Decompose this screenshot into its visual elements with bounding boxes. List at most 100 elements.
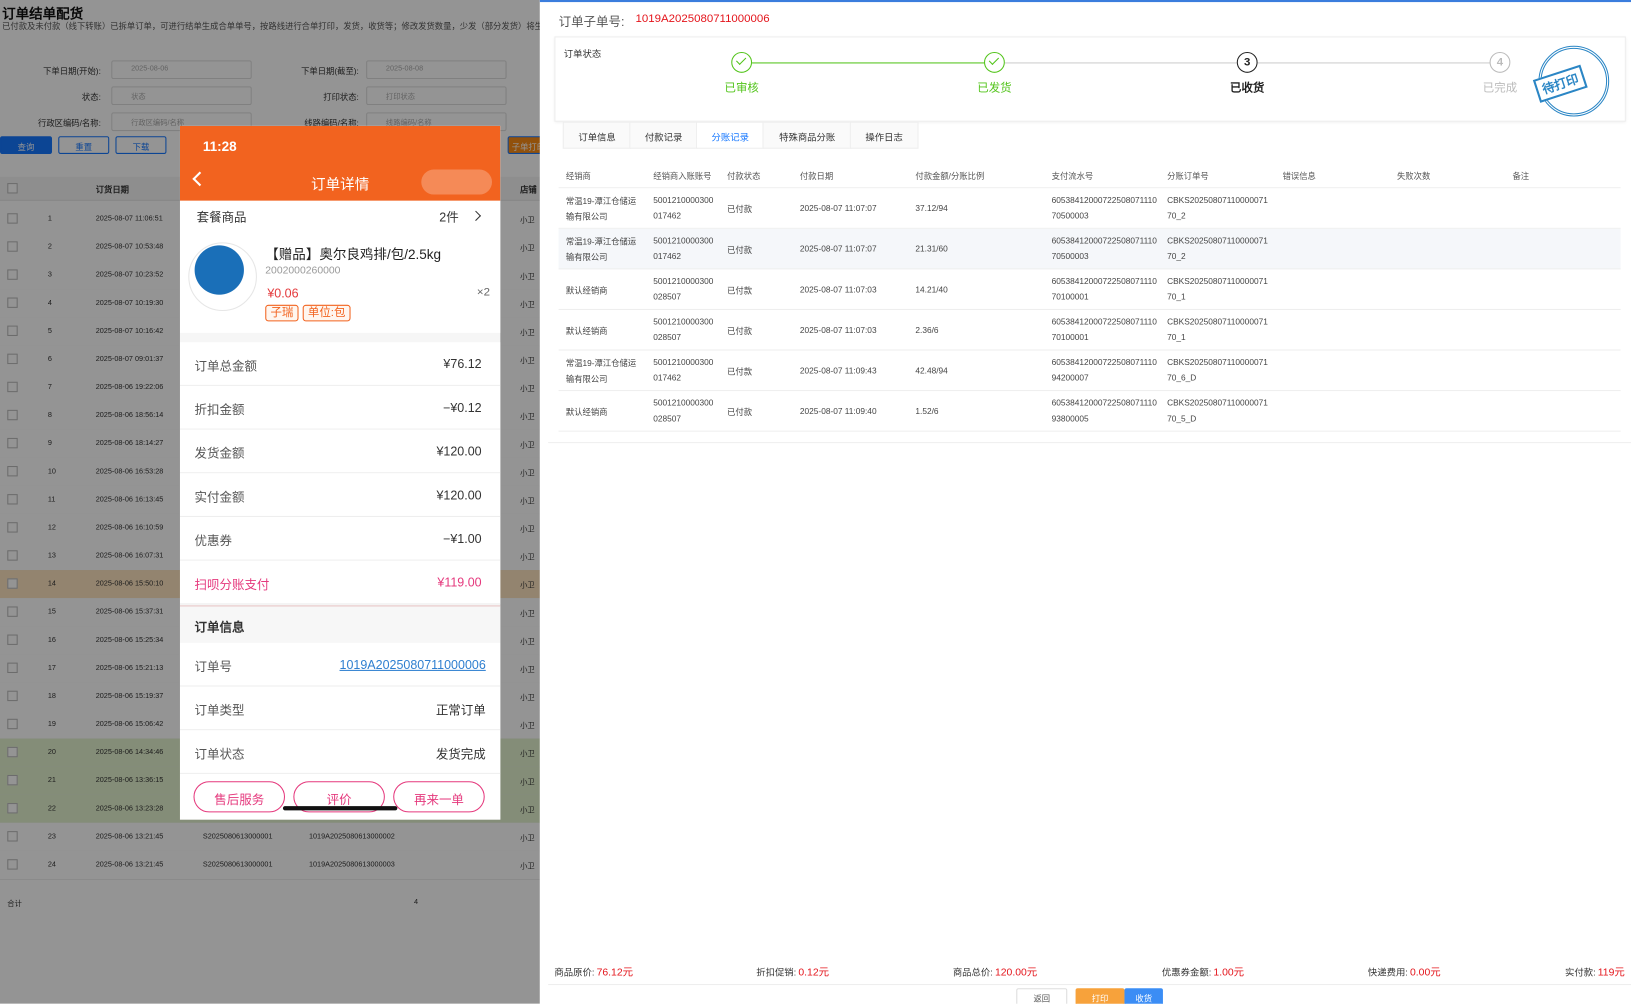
row-index: 20 [47, 748, 56, 757]
cell-text: CBKS20250807110000071 [1167, 236, 1268, 246]
row-index: 21 [47, 777, 56, 785]
filter-input[interactable]: 打印状态 [366, 86, 507, 106]
table-row[interactable]: 24 2025-08-06 13:21:45 S2025080613000001 10… [0, 850, 540, 881]
button-text: 打印 [1091, 994, 1109, 1004]
col-header: 分账订单号 [1167, 171, 1209, 181]
filter-input[interactable]: 2025-08-06 [111, 60, 252, 80]
info-label: 订单状态 [194, 746, 245, 762]
home-indicator [282, 806, 398, 811]
shop-name: 小卫 [520, 751, 535, 759]
col-header: 订货日期 [95, 185, 129, 195]
order-date: 2025-08-06 15:37:31 [95, 608, 164, 616]
table-line [558, 187, 1621, 189]
tab[interactable]: 订单信息 [562, 121, 632, 149]
action-button[interactable]: 售后服务 [193, 781, 286, 813]
split-row[interactable]: 常温19-潭江仓储运 输有限公司 5001210000300 017462 已付款 202… [558, 350, 1621, 392]
split-row[interactable]: 常温19-潭江仓储运 输有限公司 5001210000300 017462 已付款 202… [558, 188, 1621, 229]
filter-value: 2025-08-06 [131, 65, 169, 73]
cell-text: 5001210000300 [653, 357, 714, 368]
footer-button[interactable]: 返回 [1016, 988, 1068, 1004]
shop-name: 小卫 [520, 722, 535, 731]
toolbar-button[interactable]: 查询 [0, 136, 53, 154]
chevron[interactable] [470, 210, 482, 221]
total-value: 0.00元 [1410, 967, 1441, 979]
section-title: 订单信息 [194, 619, 245, 635]
order-date: 2025-08-06 15:06:42 [95, 720, 164, 729]
order-date: 2025-08-07 10:16:42 [95, 327, 164, 335]
table-row[interactable]: 23 2025-08-06 13:21:45 S2025080613000001 10… [0, 822, 540, 852]
tab[interactable]: 分账记录 [695, 121, 765, 149]
action-button[interactable]: 评价 [293, 781, 385, 813]
amount-value: −¥1.00 [443, 531, 482, 547]
cell-text: 常温19-潭江仓储运 [565, 237, 637, 247]
amount-value: ¥120.00 [436, 444, 482, 459]
row-index: 4 [47, 299, 52, 307]
product-price: ¥0.06 [267, 286, 299, 301]
row-checkbox [7, 803, 18, 814]
stamp-text: 待打印 [1532, 64, 1588, 103]
action-button[interactable]: 再来一单 [393, 781, 485, 813]
order-date: 2025-08-07 09:01:37 [95, 355, 164, 364]
shop-name: 小卫 [520, 610, 535, 618]
amount-label: 订单总金额 [194, 358, 257, 374]
split-row[interactable]: 默认经销商 5001210000300 028507 已付款 2025-08-07 11… [558, 391, 1621, 432]
amount-label: 优惠券 [194, 533, 232, 549]
footer-line [548, 984, 1631, 986]
cell-text: CBKS20250807110000071 [1167, 276, 1268, 287]
info-row: 订单类型 正常订单 [179, 686, 501, 731]
split-row[interactable]: 默认经销商 5001210000300 028507 已付款 2025-08-07 11… [558, 269, 1621, 310]
cell-text: 14.21/40 [915, 285, 948, 295]
amount-row: 实付金额 ¥120.00 [179, 473, 501, 517]
split-row[interactable]: 常温19-潭江仓储运 输有限公司 5001210000300 017462 已付款 202… [558, 228, 1621, 270]
row-checkbox [7, 269, 18, 280]
total-item: 实付款: 119元 [1565, 963, 1625, 978]
info-label: 订单类型 [194, 703, 245, 718]
split-row[interactable]: 默认经销商 5001210000300 028507 已付款 2025-08-07 11… [558, 309, 1621, 351]
button-text: 重置 [75, 142, 93, 152]
cell-text: 已付款 [727, 245, 753, 255]
shop-name: 小卫 [520, 301, 535, 309]
shop-name: 小卫 [520, 245, 535, 253]
row-index: 7 [47, 383, 52, 392]
order-date: 2025-08-06 18:56:14 [95, 411, 164, 420]
cell-text: 已付款 [727, 286, 753, 296]
page-subtitle: 已付款及未付款（线下转账）已拆单订单，可进行结单生成合单单号，按路线进行合单打印… [2, 21, 540, 32]
step-circle: 3 [1236, 52, 1258, 73]
amount-value: ¥119.00 [437, 575, 482, 590]
row-index: 2 [47, 243, 52, 251]
col-header: 错误信息 [1282, 171, 1316, 181]
toolbar-button[interactable]: 子单打印 [507, 136, 540, 154]
footer-button[interactable]: 收货 [1124, 988, 1163, 1004]
check-mark [735, 54, 747, 65]
filter-label: 打印状态: [323, 92, 359, 102]
shop-name: 小卫 [520, 273, 535, 281]
cell-text: 输有限公司 [565, 252, 608, 263]
step-number: 4 [1496, 56, 1504, 69]
cell-text: 已付款 [727, 204, 753, 215]
info-value[interactable]: 1019A2025080711000006 [339, 657, 486, 672]
cell-text: 37.12/94 [915, 203, 948, 214]
row-index: 10 [47, 468, 56, 476]
row-index: 15 [47, 608, 56, 616]
cell-text: 93800005 [1051, 413, 1089, 424]
row-index: 5 [47, 327, 52, 335]
filter-input[interactable]: 状态 [111, 86, 252, 106]
row-checkbox [7, 353, 18, 365]
total-item: 商品总价: 120.00元 [953, 963, 1037, 978]
tab-label: 操作日志 [865, 132, 903, 143]
row-checkbox [7, 241, 18, 252]
filter-value: 行政区编码/名称 [131, 119, 185, 127]
toolbar-button[interactable]: 下载 [115, 136, 167, 154]
toolbar-button[interactable]: 重置 [58, 136, 110, 154]
tab[interactable]: 操作日志 [849, 121, 919, 149]
cell-text: 017462 [653, 373, 682, 383]
capsule[interactable] [421, 169, 493, 195]
tab[interactable]: 特殊商品分账 [762, 121, 852, 149]
cell-text: 已付款 [727, 367, 753, 377]
filter-input[interactable]: 2025-08-08 [366, 60, 507, 80]
product-code: 2002000260000 [265, 265, 341, 277]
footer-button[interactable]: 打印 [1075, 988, 1125, 1004]
tab[interactable]: 付款记录 [629, 121, 698, 149]
row-checkbox [7, 325, 18, 336]
